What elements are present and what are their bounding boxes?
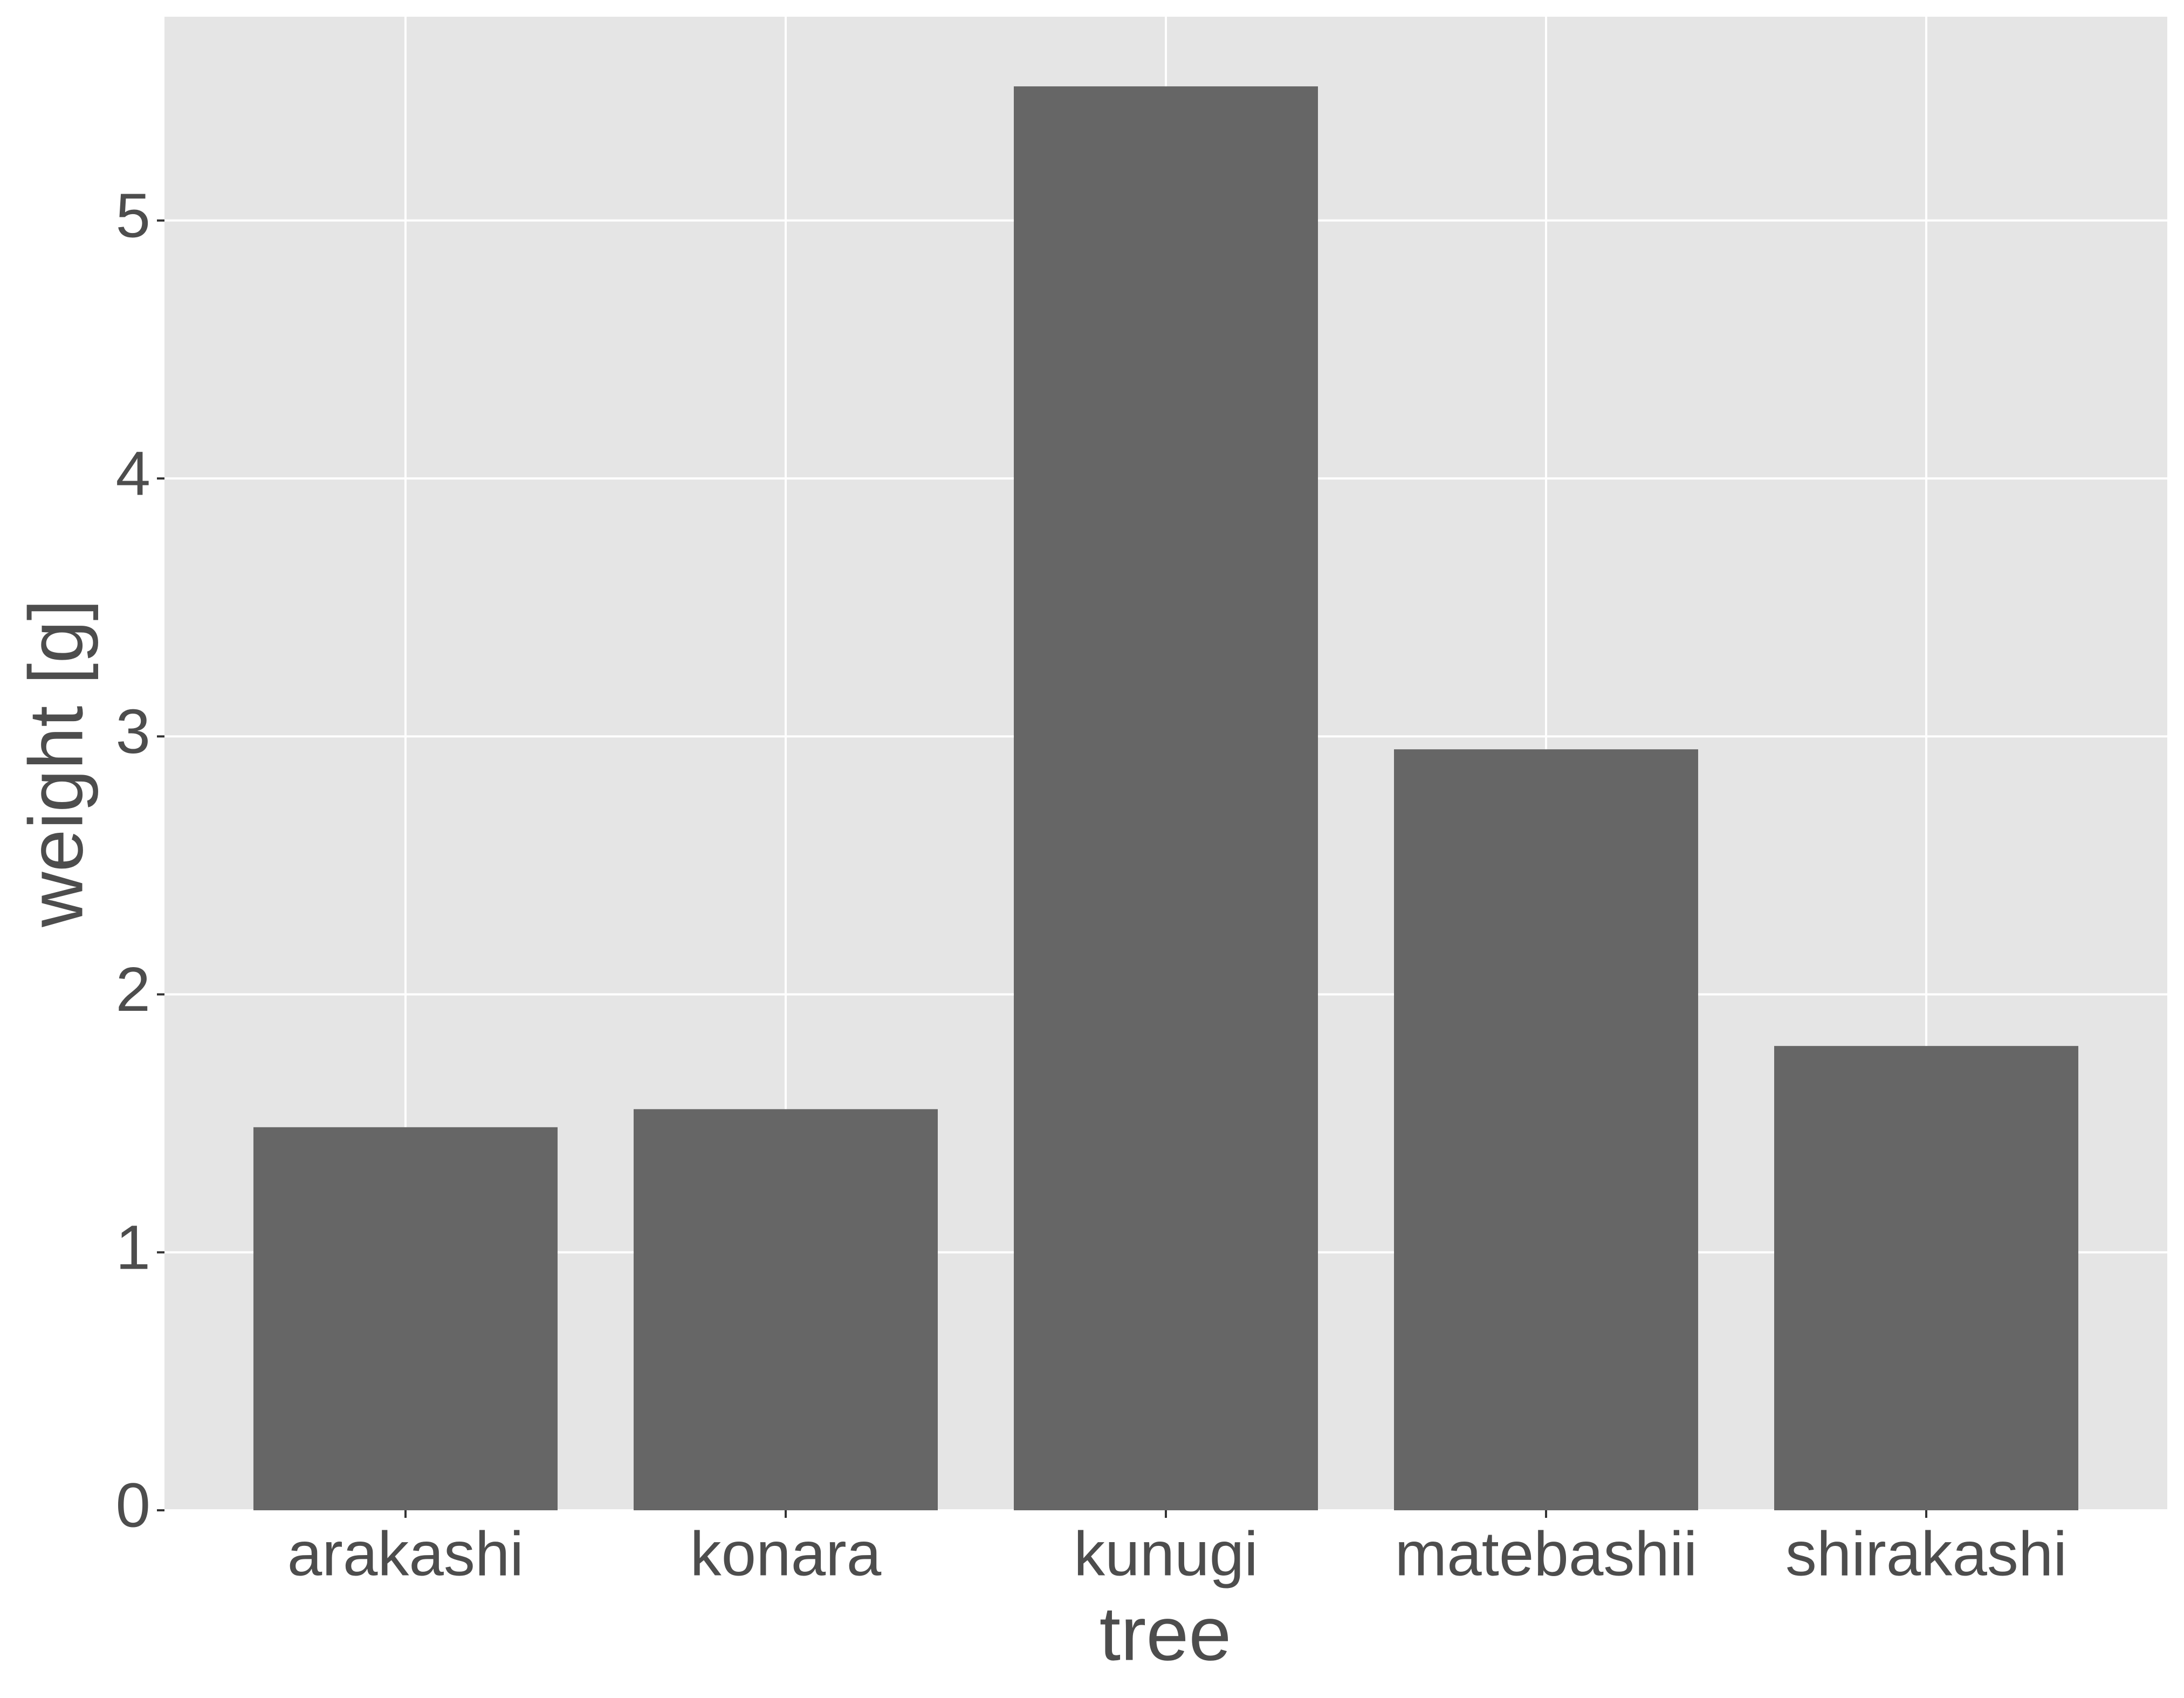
x-tick-label: arakashi — [287, 1519, 524, 1589]
bar — [253, 1127, 558, 1510]
x-tick-label: matebashii — [1395, 1519, 1698, 1589]
bar — [1394, 749, 1699, 1510]
bar — [633, 1109, 938, 1510]
x-tick-label: kunugi — [1074, 1519, 1258, 1589]
y-tick-label: 3 — [115, 696, 150, 766]
x-axis-title: tree — [1100, 1591, 1232, 1677]
y-tick-label: 5 — [115, 180, 150, 250]
y-tick-label: 4 — [115, 439, 150, 509]
x-tick-label: konara — [690, 1519, 882, 1589]
bar — [1774, 1046, 2079, 1510]
y-tick-label: 0 — [115, 1470, 150, 1540]
y-tick-label: 1 — [115, 1212, 150, 1282]
bar — [1013, 86, 1318, 1511]
y-axis-title: weight [g] — [13, 599, 99, 928]
y-tick-label: 2 — [115, 954, 150, 1024]
x-tick-label: shirakashi — [1785, 1519, 2067, 1589]
